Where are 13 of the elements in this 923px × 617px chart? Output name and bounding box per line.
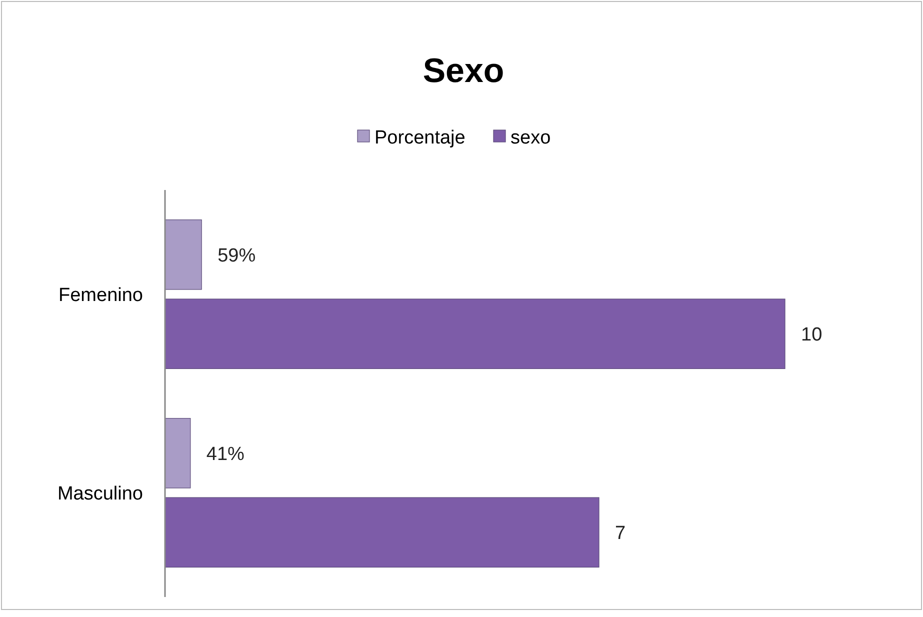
data-label: 7 — [615, 523, 626, 544]
bar — [164, 219, 202, 290]
bar — [164, 298, 786, 369]
data-label: 10 — [801, 324, 822, 346]
data-label: 59% — [218, 245, 256, 266]
y-tick-label: Femenino — [58, 284, 143, 306]
y-tick-label: Masculino — [57, 483, 143, 504]
legend-label: sexo — [510, 128, 551, 149]
data-label: 41% — [206, 444, 245, 465]
bar — [164, 497, 600, 568]
legend-label: Porcentaje — [374, 128, 466, 149]
bar — [164, 418, 191, 488]
chart-title: Sexo — [422, 52, 504, 90]
